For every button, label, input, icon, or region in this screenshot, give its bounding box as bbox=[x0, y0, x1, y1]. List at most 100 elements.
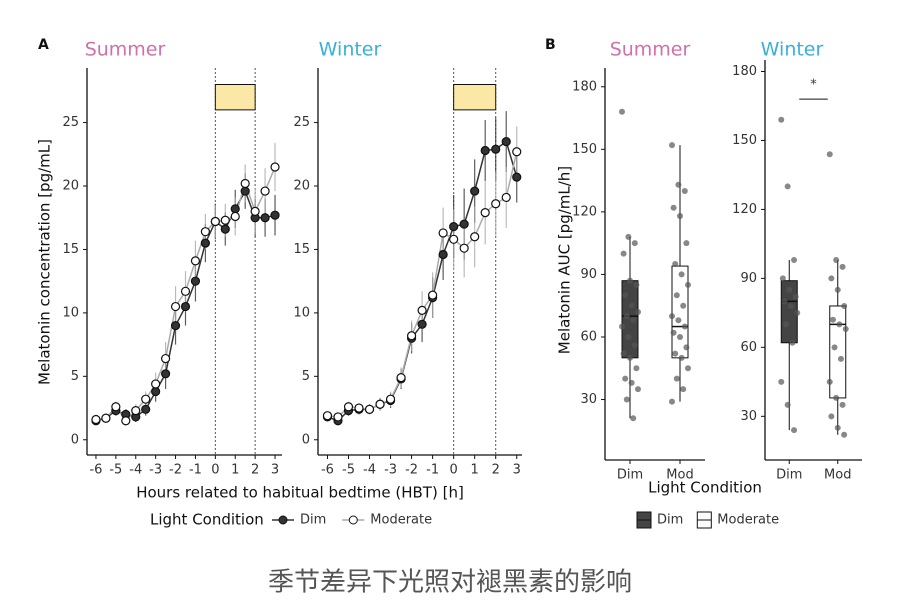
x-tick-label: 1 bbox=[231, 463, 239, 478]
x-tick-label: 2 bbox=[251, 463, 259, 478]
data-point bbox=[633, 365, 640, 372]
y-tick-label: 0 bbox=[71, 432, 79, 447]
x-axis-label: Hours related to habitual bedtime (HBT) … bbox=[136, 484, 464, 502]
data-point bbox=[449, 234, 459, 244]
data-point bbox=[417, 319, 427, 329]
x-tick-label: -5 bbox=[109, 463, 122, 478]
data-point bbox=[491, 199, 501, 209]
data-point bbox=[673, 292, 680, 299]
x-tick-label: -1 bbox=[189, 463, 202, 478]
x-tick-label: -5 bbox=[342, 463, 355, 478]
x-tick-label: -3 bbox=[384, 463, 397, 478]
data-point bbox=[787, 302, 794, 309]
x-tick-label: Dim bbox=[776, 468, 802, 483]
data-point bbox=[675, 317, 682, 324]
data-point bbox=[628, 379, 635, 386]
data-point bbox=[240, 186, 250, 196]
x-tick-label: 2 bbox=[492, 463, 500, 478]
data-point bbox=[396, 373, 406, 383]
data-point bbox=[635, 386, 641, 393]
chart-title: Winter bbox=[761, 39, 824, 61]
y-tick-label: 25 bbox=[62, 115, 79, 130]
data-point bbox=[779, 275, 786, 282]
data-point bbox=[672, 261, 679, 267]
data-point bbox=[210, 216, 220, 227]
data-point bbox=[406, 331, 417, 341]
data-point bbox=[677, 333, 683, 340]
data-point bbox=[683, 240, 690, 247]
y-tick-label: 20 bbox=[62, 179, 79, 194]
data-point bbox=[633, 281, 640, 288]
data-point bbox=[685, 365, 691, 372]
data-point bbox=[834, 424, 841, 431]
data-point bbox=[190, 276, 201, 286]
chart-title: Winter bbox=[319, 39, 382, 61]
data-point bbox=[470, 232, 480, 242]
y-tick-label: 150 bbox=[732, 133, 757, 148]
x-tick-label: 1 bbox=[471, 463, 479, 478]
data-point bbox=[627, 354, 633, 361]
data-point bbox=[270, 210, 280, 220]
data-point bbox=[438, 228, 448, 238]
data-point bbox=[200, 227, 210, 237]
x-tick-label: -6 bbox=[89, 463, 102, 478]
data-point bbox=[678, 271, 685, 278]
y-tick-label: 120 bbox=[732, 202, 757, 217]
data-point bbox=[438, 249, 448, 260]
caption: 季节差异下光照对褪黑素的影响 bbox=[268, 568, 632, 598]
y-tick-label: 150 bbox=[572, 142, 597, 157]
x-tick-label: 0 bbox=[450, 463, 458, 478]
data-point bbox=[501, 136, 511, 147]
data-point bbox=[784, 401, 791, 408]
y-tick-label: 5 bbox=[302, 369, 310, 384]
data-point bbox=[220, 215, 230, 225]
data-point bbox=[121, 416, 131, 426]
data-point bbox=[786, 286, 793, 293]
x-tick-label: Dim bbox=[617, 468, 643, 483]
data-point bbox=[669, 142, 675, 149]
data-point bbox=[623, 396, 630, 403]
y-tick-label: 15 bbox=[62, 242, 79, 257]
data-point bbox=[230, 204, 240, 214]
data-point bbox=[833, 394, 840, 401]
x-axis-label: Light Condition bbox=[648, 479, 762, 497]
sleep-box bbox=[453, 83, 497, 111]
y-tick-label: 5 bbox=[71, 369, 79, 384]
data-point bbox=[627, 277, 633, 284]
y-tick-label: 30 bbox=[740, 409, 757, 424]
x-tick-label: -4 bbox=[129, 463, 142, 478]
data-point bbox=[170, 320, 181, 331]
data-point bbox=[669, 313, 675, 320]
data-point bbox=[470, 186, 480, 196]
chart-title: Summer bbox=[85, 39, 166, 61]
data-point bbox=[620, 250, 627, 257]
data-point bbox=[685, 281, 691, 288]
data-point bbox=[260, 213, 270, 223]
box bbox=[671, 265, 689, 359]
data-point bbox=[680, 386, 687, 393]
x-tick-label: -1 bbox=[426, 463, 439, 478]
data-point bbox=[839, 263, 846, 270]
data-point bbox=[91, 414, 101, 425]
legend-marker bbox=[348, 515, 358, 525]
legend-label: Moderate bbox=[370, 513, 432, 528]
data-point bbox=[678, 354, 685, 361]
x-tick-label: 3 bbox=[513, 463, 521, 478]
data-point bbox=[683, 344, 690, 351]
data-point bbox=[841, 431, 848, 438]
legend-label: Moderate bbox=[717, 513, 779, 528]
data-point bbox=[789, 339, 796, 346]
data-point bbox=[677, 213, 683, 220]
y-tick-label: 180 bbox=[572, 79, 597, 94]
data-point bbox=[619, 108, 625, 115]
data-point bbox=[778, 378, 785, 385]
data-point bbox=[669, 398, 675, 405]
data-point bbox=[680, 302, 687, 309]
data-point bbox=[791, 427, 798, 434]
data-point bbox=[480, 145, 490, 156]
x-tick-label: -2 bbox=[405, 463, 418, 478]
data-point bbox=[480, 208, 490, 218]
data-point bbox=[794, 309, 801, 316]
data-point bbox=[842, 325, 849, 332]
data-point bbox=[385, 394, 396, 404]
